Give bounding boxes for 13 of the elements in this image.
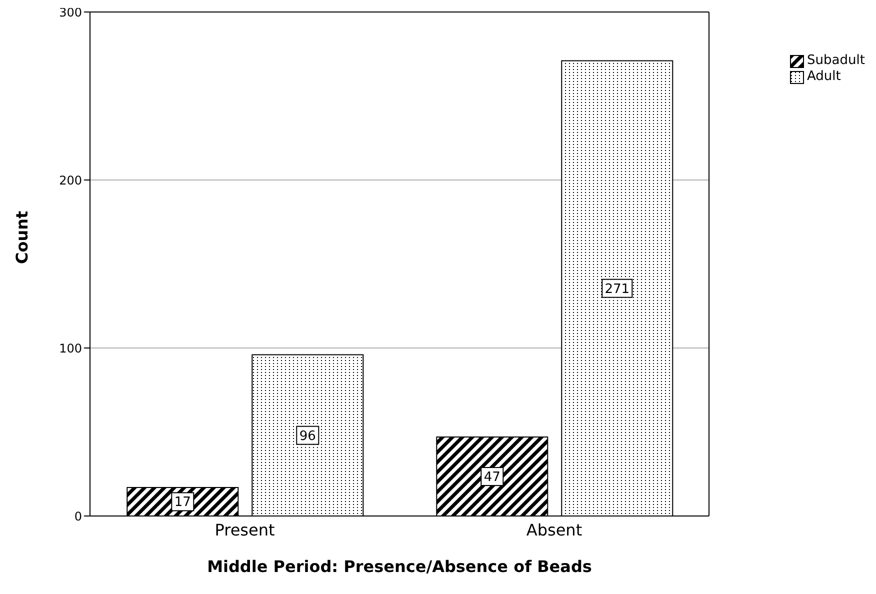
- legend-label: Adult: [807, 69, 841, 85]
- y-axis-title: Count: [12, 210, 32, 264]
- y-tick-label: 200: [59, 173, 82, 188]
- x-axis-title: Middle Period: Presence/Absence of Beads: [207, 557, 592, 576]
- x-tick-label: Absent: [526, 520, 582, 540]
- x-tick-label: Present: [214, 520, 275, 540]
- legend-label: Subadult: [807, 53, 865, 69]
- data-label: 271: [604, 282, 630, 297]
- y-tick-label: 100: [59, 341, 82, 356]
- data-label: 96: [299, 428, 316, 444]
- data-label: 47: [484, 470, 500, 486]
- y-tick-label: 0: [74, 509, 82, 524]
- data-label: 17: [174, 495, 191, 510]
